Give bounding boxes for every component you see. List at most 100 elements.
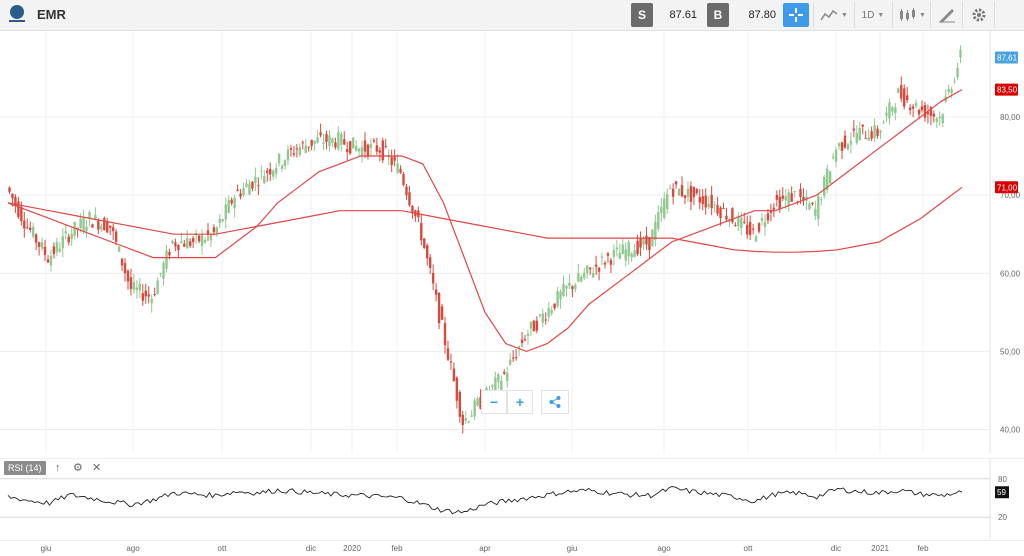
sell-price[interactable]: 87.61 xyxy=(669,9,697,21)
candle-body xyxy=(254,176,257,183)
close-icon[interactable]: ✕ xyxy=(92,462,102,474)
candle-body xyxy=(464,418,467,421)
moving-average-long xyxy=(7,186,963,253)
candle-body xyxy=(186,238,189,249)
candle-body xyxy=(784,196,787,201)
candle-body xyxy=(428,257,432,268)
candle-body xyxy=(470,415,473,417)
indicators-button[interactable]: ▼ xyxy=(896,3,928,27)
candle-body xyxy=(882,122,885,124)
candle-body xyxy=(950,89,953,93)
candle-body xyxy=(221,219,224,222)
candle-body xyxy=(431,273,435,284)
candle-body xyxy=(111,227,115,232)
candle-body xyxy=(938,116,941,119)
candle-body xyxy=(411,205,414,214)
candles-icon xyxy=(900,8,916,21)
candle-body xyxy=(277,154,281,164)
candle-body xyxy=(894,107,897,114)
candle-body xyxy=(932,113,936,117)
candle-body xyxy=(455,377,459,401)
candle-body xyxy=(520,339,524,344)
candle-body xyxy=(867,137,870,141)
instrument-symbol: EMR xyxy=(37,7,66,22)
candle-body xyxy=(236,189,239,191)
candle-body xyxy=(574,284,577,290)
timeframe-button[interactable]: 1D ▼ xyxy=(858,3,888,27)
candle-body xyxy=(817,196,820,219)
candle-body xyxy=(935,118,939,122)
candle-body xyxy=(825,168,829,190)
candle-body xyxy=(171,240,174,244)
draw-button[interactable] xyxy=(934,3,960,27)
candle-body xyxy=(500,380,503,390)
candle-body xyxy=(811,202,814,204)
crosshair-button[interactable] xyxy=(783,3,809,27)
zoom-out-button[interactable]: − xyxy=(481,390,507,414)
candle-body xyxy=(292,153,296,155)
x-tick-label: ago xyxy=(657,544,671,553)
rsi-chart[interactable]: 20 80 59 xyxy=(0,458,1024,538)
candle-body xyxy=(67,236,70,243)
candle-body xyxy=(159,273,162,275)
candle-body xyxy=(627,241,630,257)
candle-body xyxy=(591,272,595,278)
candle-body xyxy=(183,243,186,247)
share-icon xyxy=(549,396,561,408)
crosshair-icon xyxy=(789,8,803,22)
candle-body xyxy=(861,124,864,127)
candle-body xyxy=(446,348,450,360)
x-tick-label: feb xyxy=(917,544,929,553)
candle-body xyxy=(34,234,38,243)
candle-body xyxy=(695,189,699,193)
candle-body xyxy=(307,146,310,148)
candle-body xyxy=(209,233,213,241)
candle-body xyxy=(947,89,950,92)
rsi-line xyxy=(7,486,963,515)
candle-body xyxy=(70,233,73,240)
candle-body xyxy=(926,112,930,115)
rsi-legend[interactable]: RSI (14) xyxy=(4,461,46,475)
candle-body xyxy=(147,294,150,297)
candle-body xyxy=(144,290,147,297)
candle-body xyxy=(719,207,722,219)
candle-body xyxy=(61,236,65,249)
candle-body xyxy=(426,245,429,259)
candle-body xyxy=(180,241,183,243)
candle-body xyxy=(11,193,14,199)
chart-type-button[interactable]: ▼ xyxy=(818,3,850,27)
candle-body xyxy=(351,137,355,149)
candle-body xyxy=(135,287,139,291)
candle-body xyxy=(686,188,690,197)
share-button[interactable] xyxy=(541,390,569,414)
candle-body xyxy=(348,141,352,154)
candle-body xyxy=(319,132,322,136)
buy-price[interactable]: 87.80 xyxy=(748,9,776,21)
price-chart[interactable]: 40,00 50,00 60,00 70,00 80,00 87,61 83,50 71,00 xyxy=(0,31,1024,456)
candle-body xyxy=(242,188,245,196)
candle-body xyxy=(849,140,853,145)
candle-body xyxy=(239,193,242,197)
settings-button[interactable] xyxy=(966,3,992,27)
candle-body xyxy=(571,286,574,290)
candle-body xyxy=(126,270,130,282)
x-tick-label: giu xyxy=(41,544,52,553)
candle-body xyxy=(897,88,900,93)
candle-body xyxy=(354,145,358,151)
move-up-icon[interactable]: ↑ xyxy=(55,462,61,474)
candle-body xyxy=(846,144,850,150)
candle-body xyxy=(212,227,216,233)
candle-body xyxy=(514,356,518,358)
candle-body xyxy=(325,134,328,142)
candle-body xyxy=(227,200,230,213)
candle-body xyxy=(301,142,304,144)
candle-body xyxy=(630,253,633,258)
gear-icon[interactable]: ⚙ xyxy=(73,462,83,474)
timeframe-label: 1D xyxy=(861,9,875,21)
candle-body xyxy=(58,248,62,252)
x-tick-label: ago xyxy=(126,544,140,553)
candle-body xyxy=(550,309,553,314)
candle-body xyxy=(751,228,755,230)
zoom-in-button[interactable]: + xyxy=(507,390,533,414)
zoom-out-label: − xyxy=(489,394,499,410)
